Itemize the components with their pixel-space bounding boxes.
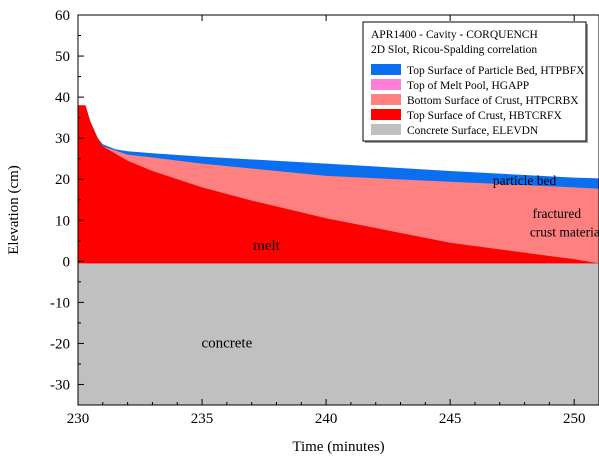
y-tick-label: 0 bbox=[63, 254, 71, 270]
x-tick-label: 245 bbox=[439, 411, 462, 427]
y-tick-label: 50 bbox=[55, 49, 70, 65]
legend-swatch bbox=[371, 94, 401, 105]
legend-swatch bbox=[371, 109, 401, 120]
x-tick-label: 235 bbox=[191, 411, 214, 427]
legend-swatch bbox=[371, 64, 401, 75]
y-tick-label: 60 bbox=[55, 8, 70, 24]
annotation-concrete: concrete bbox=[201, 336, 252, 352]
legend-entry-label: Top Surface of Crust, HBTCRFX bbox=[407, 110, 562, 122]
melt-area bbox=[78, 105, 599, 264]
legend-swatch bbox=[371, 124, 401, 135]
legend-title-line: 2D Slot, Ricou-Spalding correlation bbox=[371, 44, 537, 56]
x-tick-label: 240 bbox=[315, 411, 338, 427]
axes: 230 235 240 245 250 -30 -20 -10 0 10 20 30 40 50 60 bbox=[50, 8, 599, 427]
annotations: particle bed fractured crust material melt c… bbox=[201, 173, 599, 352]
legend-entry-label: Bottom Surface of Crust, HTPCRBX bbox=[407, 95, 579, 107]
legend-swatch bbox=[371, 79, 401, 90]
legend-entry-label: Top Surface of Particle Bed, HTPBFX bbox=[407, 65, 585, 77]
plot-frame bbox=[77, 14, 599, 406]
y-tick-label: -30 bbox=[50, 377, 70, 393]
y-tick-label: 40 bbox=[55, 90, 70, 106]
y-tick-label: -10 bbox=[50, 295, 70, 311]
legend-entry-label: Top of Melt Pool, HGAPP bbox=[407, 80, 529, 92]
annotation-melt: melt bbox=[253, 238, 280, 254]
legend-entry-label: Concrete Surface, ELEVDN bbox=[407, 125, 539, 137]
annotation-particle-bed: particle bed bbox=[493, 173, 557, 188]
y-tick-label: -20 bbox=[50, 336, 70, 352]
x-tick-label: 250 bbox=[563, 411, 586, 427]
y-axis-label: Elevation (cm) bbox=[6, 165, 22, 255]
legend: APR1400 - Cavity - CORQUENCH 2D Slot, Ric… bbox=[362, 21, 588, 143]
x-tick-label: 230 bbox=[67, 411, 90, 427]
legend-title-line: APR1400 - Cavity - CORQUENCH bbox=[371, 29, 538, 41]
x-axis-label: Time (minutes) bbox=[292, 439, 384, 455]
plot-areas bbox=[78, 105, 599, 405]
y-tick-label: 10 bbox=[55, 213, 70, 229]
annotation-crust-material: crust material bbox=[530, 225, 599, 240]
y-tick-label: 30 bbox=[55, 131, 70, 147]
y-tick-label: 20 bbox=[55, 172, 70, 188]
annotation-fractured: fractured bbox=[532, 206, 581, 221]
concrete-area bbox=[78, 263, 599, 405]
